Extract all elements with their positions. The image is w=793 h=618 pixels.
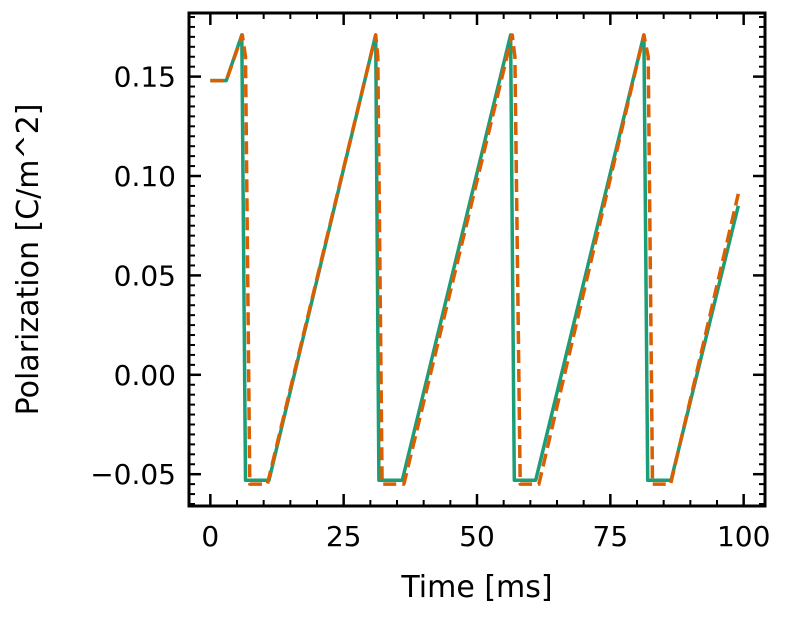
series-lines bbox=[210, 33, 741, 486]
y-tick-label: 0.05 bbox=[114, 259, 176, 292]
x-tick-label: 75 bbox=[593, 520, 629, 553]
axis-ticks bbox=[189, 13, 765, 506]
x-tick-label: 50 bbox=[459, 520, 495, 553]
plot-frame bbox=[187, 11, 767, 508]
y-tick-label: 0.10 bbox=[114, 160, 176, 193]
x-tick-label: 25 bbox=[326, 520, 362, 553]
series-line-2 bbox=[210, 33, 741, 486]
x-tick-labels: 0 25 50 75 100 bbox=[201, 520, 770, 553]
y-tick-label: −0.05 bbox=[90, 458, 176, 491]
x-tick-label: 100 bbox=[717, 520, 770, 553]
series-line-1 bbox=[210, 33, 740, 482]
x-tick-label: 0 bbox=[201, 520, 219, 553]
y-tick-label: 0.15 bbox=[114, 61, 176, 94]
y-tick-label: 0.00 bbox=[114, 359, 176, 392]
x-axis-label: Time [ms] bbox=[400, 570, 552, 605]
y-tick-labels: −0.05 0.00 0.05 0.10 0.15 bbox=[90, 61, 176, 492]
y-axis-label: Polarization [C/m^2] bbox=[11, 104, 46, 416]
